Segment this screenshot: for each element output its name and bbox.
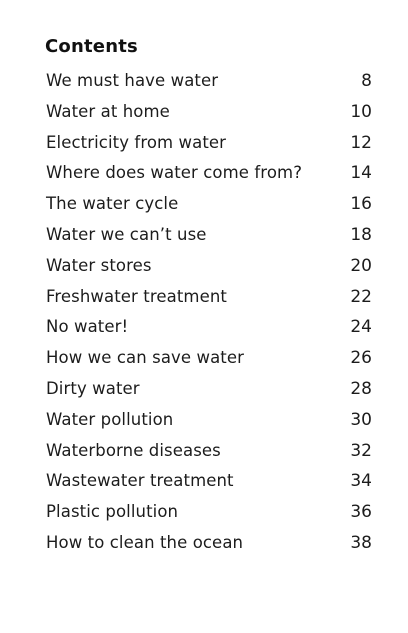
toc-entry: Where does water come from? 14 — [46, 158, 372, 189]
toc-entry-title: Freshwater treatment — [46, 286, 227, 306]
toc-entry: Wastewater treatment 34 — [46, 466, 372, 497]
toc-entry-title: How we can save water — [46, 348, 244, 368]
toc-entry-page: 14 — [350, 163, 372, 184]
toc-entry-page: 34 — [350, 471, 372, 492]
toc-entry-page: 38 — [350, 532, 372, 553]
toc-entry-page: 32 — [350, 440, 372, 461]
toc-entry: Water stores 20 — [46, 251, 372, 282]
toc-entry: Water pollution 30 — [46, 405, 372, 436]
toc-entry: Waterborne diseases 32 — [46, 436, 372, 467]
toc-entry-title: Where does water come from? — [46, 163, 303, 183]
toc-entry: Electricity from water 12 — [46, 128, 372, 159]
toc-entry-title: Plastic pollution — [46, 502, 179, 522]
toc-entry: How to clean the ocean 38 — [46, 528, 372, 559]
toc-entry-title: We must have water — [46, 71, 219, 90]
toc-entry-title: Water stores — [46, 255, 152, 275]
toc-entry-page: 10 — [350, 101, 372, 122]
toc-entry-title: Water we can’t use — [46, 224, 207, 244]
toc-entry-page: 28 — [350, 378, 372, 399]
toc-entry-title: Waterborne diseases — [46, 440, 221, 460]
contents-list: We must have water 8 Water at home 10 El… — [46, 66, 372, 559]
toc-entry-page: 24 — [350, 317, 372, 338]
toc-entry-page: 26 — [350, 348, 372, 369]
toc-entry-title: Wastewater treatment — [46, 471, 234, 491]
toc-entry-page: 16 — [350, 194, 372, 215]
toc-entry-page: 30 — [350, 409, 372, 430]
toc-entry-title: Water pollution — [46, 409, 174, 429]
contents-heading: Contents — [45, 36, 138, 57]
toc-entry: Freshwater treatment 22 — [46, 282, 372, 313]
toc-entry-page: 20 — [350, 255, 372, 276]
toc-entry: The water cycle 16 — [46, 189, 372, 220]
toc-entry-page: 36 — [350, 502, 372, 523]
toc-entry-title: Dirty water — [46, 378, 140, 398]
toc-entry: We must have water 8 — [46, 66, 372, 97]
toc-entry-page: 18 — [350, 224, 372, 245]
toc-entry-title: Electricity from water — [46, 132, 227, 152]
toc-entry: Dirty water 28 — [46, 374, 372, 405]
toc-entry-title: Water at home — [46, 101, 170, 121]
toc-entry: How we can save water 26 — [46, 343, 372, 374]
toc-entry-page: 22 — [350, 286, 372, 307]
toc-entry-page: 12 — [350, 132, 372, 153]
toc-entry-title: How to clean the ocean — [46, 532, 244, 552]
toc-entry: Water we can’t use 18 — [46, 220, 372, 251]
toc-entry-title: The water cycle — [46, 194, 179, 214]
toc-entry: No water! 24 — [46, 312, 372, 343]
toc-entry-page: 8 — [361, 71, 372, 91]
toc-entry: Water at home 10 — [46, 97, 372, 128]
toc-entry-title: No water! — [46, 317, 129, 337]
toc-entry: Plastic pollution 36 — [46, 497, 372, 528]
